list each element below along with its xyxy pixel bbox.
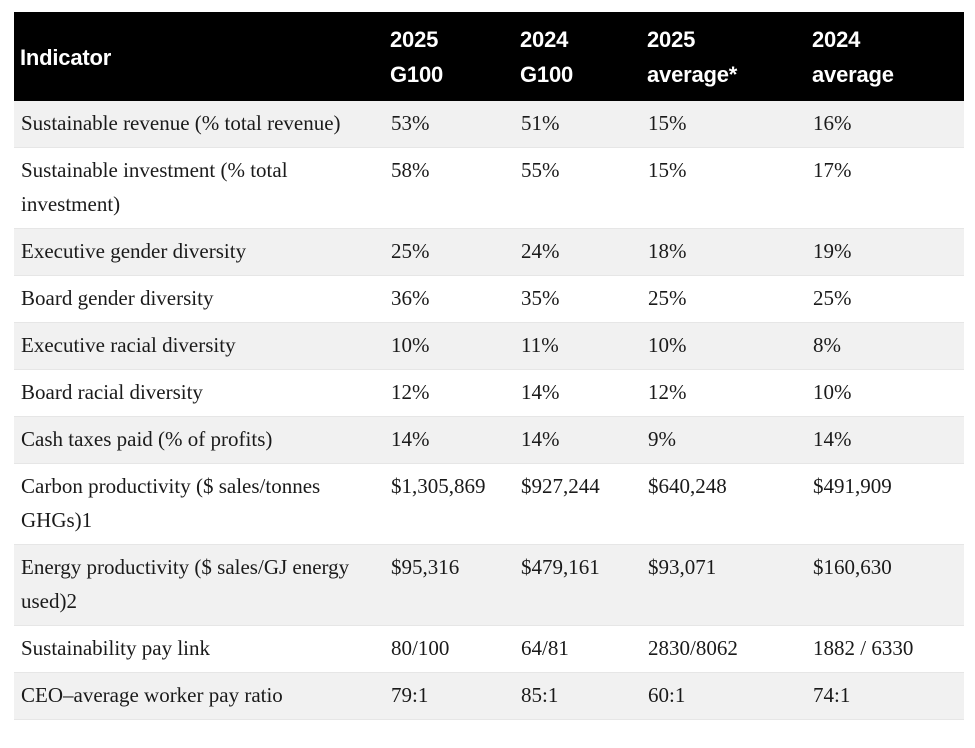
g100-2025-cell: $95,316	[384, 544, 514, 626]
g100-2025-cell: 25%	[384, 228, 514, 276]
table-row: Executive gender diversity 25% 24% 18% 19%	[14, 228, 964, 276]
indicator-cell: Sustainable investment (% total investme…	[14, 147, 384, 229]
average-2025-cell: 12%	[641, 369, 806, 417]
average-2024-cell: 8%	[806, 322, 964, 370]
g100-2025-cell: 80/100	[384, 625, 514, 673]
table-row: Sustainability pay link 80/100 64/81 2830/8…	[14, 625, 964, 673]
g100-2025-cell: 12%	[384, 369, 514, 417]
indicator-cell: Sustainability pay link	[14, 625, 384, 673]
average-2024-cell: 1882 / 6330	[806, 625, 964, 673]
indicator-cell: Executive gender diversity	[14, 228, 384, 276]
g100-2024-cell: 24%	[514, 228, 641, 276]
average-2024-cell: 10%	[806, 369, 964, 417]
table-row: Sustainable revenue (% total revenue) 53%…	[14, 101, 964, 148]
average-2025-cell: 15%	[641, 147, 806, 229]
g100-2024-cell: 85:1	[514, 672, 641, 720]
header-indicator: Indicator	[14, 12, 384, 101]
indicator-cell: Board racial diversity	[14, 369, 384, 417]
average-2024-cell: $160,630	[806, 544, 964, 626]
indicator-cell: Board gender diversity	[14, 275, 384, 323]
average-2025-cell: 60:1	[641, 672, 806, 720]
indicator-cell: Sustainable revenue (% total revenue)	[14, 101, 384, 148]
average-2025-cell: 9%	[641, 416, 806, 464]
table-row: Cash taxes paid (% of profits) 14% 14% 9% 14…	[14, 416, 964, 464]
g100-2025-cell: 79:1	[384, 672, 514, 720]
g100-2024-cell: 14%	[514, 416, 641, 464]
average-2024-cell: 16%	[806, 101, 964, 148]
indicator-cell: CEO–average worker pay ratio	[14, 672, 384, 720]
indicator-cell: Executive racial diversity	[14, 322, 384, 370]
g100-2024-cell: 55%	[514, 147, 641, 229]
g100-2024-cell: $479,161	[514, 544, 641, 626]
average-2025-cell: 18%	[641, 228, 806, 276]
average-2024-cell: 25%	[806, 275, 964, 323]
indicator-table-container: Indicator 2025 G100 2024 G100 2025 average*…	[14, 12, 964, 720]
average-2025-cell: 25%	[641, 275, 806, 323]
table-row: Board gender diversity 36% 35% 25% 25%	[14, 275, 964, 323]
average-2024-cell: 74:1	[806, 672, 964, 720]
average-2024-cell: 14%	[806, 416, 964, 464]
average-2025-cell: 15%	[641, 101, 806, 148]
header-2025-average: 2025 average*	[641, 12, 806, 101]
average-2025-cell: 2830/8062	[641, 625, 806, 673]
average-2025-cell: $640,248	[641, 463, 806, 545]
g100-2025-cell: 10%	[384, 322, 514, 370]
header-2025-g100: 2025 G100	[384, 12, 514, 101]
average-2024-cell: $491,909	[806, 463, 964, 545]
average-2024-cell: 19%	[806, 228, 964, 276]
g100-2025-cell: $1,305,869	[384, 463, 514, 545]
g100-2024-cell: 35%	[514, 275, 641, 323]
table-row: Sustainable investment (% total investme…	[14, 147, 964, 229]
table-row: Board racial diversity 12% 14% 12% 10%	[14, 369, 964, 417]
indicator-cell: Energy productivity ($ sales/GJ energy u…	[14, 544, 384, 626]
table-row: Energy productivity ($ sales/GJ energy u…	[14, 544, 964, 626]
average-2024-cell: 17%	[806, 147, 964, 229]
g100-2025-cell: 53%	[384, 101, 514, 148]
average-2025-cell: 10%	[641, 322, 806, 370]
g100-2024-cell: 14%	[514, 369, 641, 417]
table-header-row: Indicator 2025 G100 2024 G100 2025 average*…	[14, 12, 964, 101]
table-row: Carbon productivity ($ sales/tonnes GHGs…	[14, 463, 964, 545]
indicator-table: Indicator 2025 G100 2024 G100 2025 average*…	[14, 12, 964, 720]
indicator-cell: Carbon productivity ($ sales/tonnes GHGs…	[14, 463, 384, 545]
table-row: Executive racial diversity 10% 11% 10% 8%	[14, 322, 964, 370]
indicator-cell: Cash taxes paid (% of profits)	[14, 416, 384, 464]
table-row: CEO–average worker pay ratio 79:1 85:1 60:1…	[14, 672, 964, 720]
header-2024-g100: 2024 G100	[514, 12, 641, 101]
g100-2024-cell: 64/81	[514, 625, 641, 673]
header-2024-average: 2024 average	[806, 12, 964, 101]
g100-2025-cell: 14%	[384, 416, 514, 464]
g100-2024-cell: 51%	[514, 101, 641, 148]
table-body: Sustainable revenue (% total revenue) 53%…	[14, 101, 964, 720]
average-2025-cell: $93,071	[641, 544, 806, 626]
g100-2025-cell: 36%	[384, 275, 514, 323]
g100-2024-cell: $927,244	[514, 463, 641, 545]
g100-2024-cell: 11%	[514, 322, 641, 370]
g100-2025-cell: 58%	[384, 147, 514, 229]
